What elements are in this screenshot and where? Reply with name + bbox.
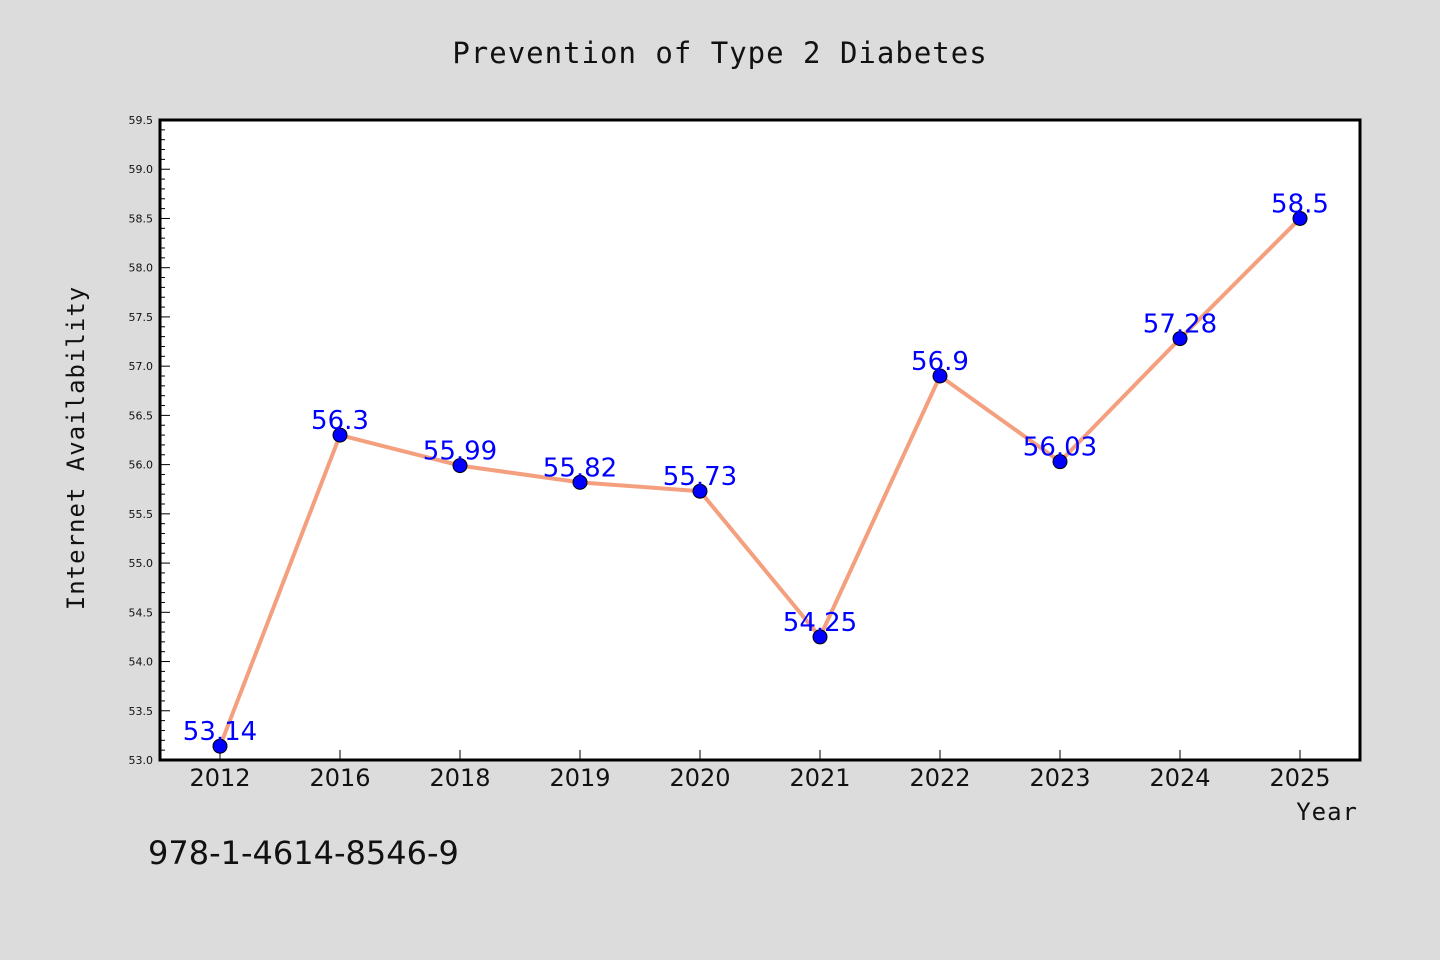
series-layer: 53.14 56.3 55.99 55.82 55.73 54.25 56.9 56.03 57… <box>183 189 1329 754</box>
y-tick-label: 55.5 <box>129 508 154 521</box>
y-tick-label: 54.0 <box>129 656 154 669</box>
y-tick-label: 56.0 <box>129 459 154 472</box>
data-label: 55.73 <box>663 462 737 492</box>
data-label: 55.99 <box>423 437 497 467</box>
footer-isbn: 978-1-4614-8546-9 <box>148 834 459 872</box>
x-tick-label: 2020 <box>669 764 730 792</box>
data-point <box>1052 454 1068 470</box>
y-tick-label: 56.5 <box>129 409 154 422</box>
x-tick-label: 2019 <box>549 764 610 792</box>
y-tick-label: 53.5 <box>129 705 154 718</box>
series-line <box>218 217 1302 747</box>
data-point <box>1172 331 1188 347</box>
data-label: 56.3 <box>311 406 369 436</box>
data-point <box>212 738 228 754</box>
x-tick-label: 2021 <box>789 764 850 792</box>
y-tick-label: 57.0 <box>129 360 154 373</box>
data-point <box>452 458 468 474</box>
y-tick-label: 57.5 <box>129 311 154 324</box>
data-label: 58.5 <box>1271 189 1329 219</box>
y-tick-label: 59.0 <box>129 163 154 176</box>
data-label: 56.9 <box>911 347 969 377</box>
y-tick-label: 53.0 <box>129 754 154 767</box>
data-point <box>932 368 948 384</box>
x-tick-label: 2012 <box>189 764 250 792</box>
data-label: 54.25 <box>783 608 857 638</box>
data-point <box>812 629 828 645</box>
x-tick-label: 2023 <box>1029 764 1090 792</box>
data-label: 57.28 <box>1143 310 1217 340</box>
y-tick-label: 59.5 <box>129 114 154 127</box>
data-point <box>692 483 708 499</box>
y-tick-label: 54.5 <box>129 606 154 619</box>
data-point <box>572 474 588 490</box>
y-tick-label: 58.0 <box>129 262 154 275</box>
x-tick-label: 2016 <box>309 764 370 792</box>
data-label: 55.82 <box>543 453 617 483</box>
x-tick-label: 2024 <box>1149 764 1210 792</box>
x-axis-ticks: 2012 2016 2018 2019 2020 2021 2022 2023 2024 2025 <box>189 750 1331 792</box>
data-point <box>1292 210 1308 226</box>
chart-title: Prevention of Type 2 Diabetes <box>452 36 987 70</box>
x-tick-label: 2018 <box>429 764 490 792</box>
y-tick-label: 58.5 <box>129 212 154 225</box>
y-tick-label: 55.0 <box>129 557 154 570</box>
x-tick-label: 2025 <box>1269 764 1330 792</box>
data-label: 56.03 <box>1023 433 1097 463</box>
x-axis-label: Year <box>1296 798 1358 826</box>
x-tick-label: 2022 <box>909 764 970 792</box>
data-point <box>332 427 348 443</box>
y-axis-ticks: 53.0 53.5 54.0 54.5 55.0 55.5 56.0 56.5 57.0 57.5… <box>129 114 170 767</box>
data-label: 53.14 <box>183 717 257 747</box>
y-axis-label: Internet Availability <box>62 286 90 610</box>
